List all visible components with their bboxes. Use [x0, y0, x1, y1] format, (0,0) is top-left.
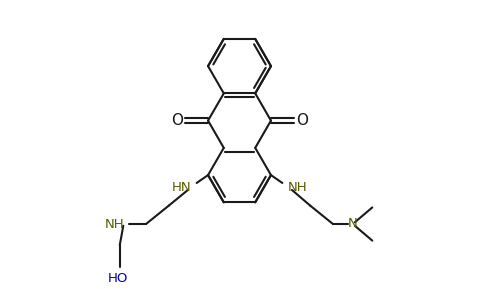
- Text: N: N: [348, 217, 358, 230]
- Text: NH: NH: [104, 218, 124, 231]
- Text: O: O: [297, 113, 308, 128]
- Text: HO: HO: [107, 272, 128, 285]
- Text: HN: HN: [172, 181, 192, 194]
- Text: NH: NH: [287, 181, 307, 194]
- Text: O: O: [171, 113, 182, 128]
